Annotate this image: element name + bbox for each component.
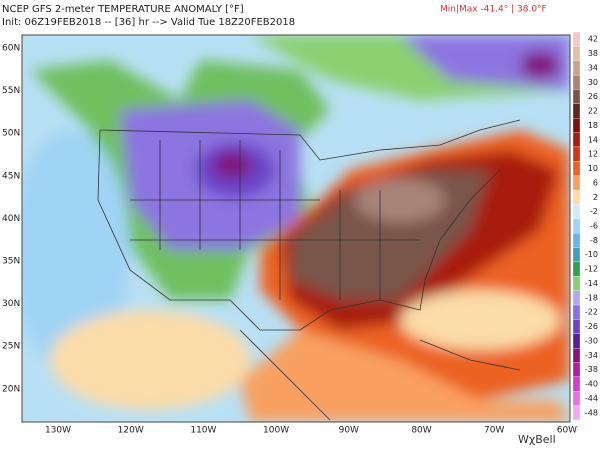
lat-label: 45N — [2, 171, 20, 181]
colorbar-label: -18 — [585, 293, 598, 302]
colorbar-swatch — [572, 218, 581, 234]
colorbar-label: 14 — [588, 135, 598, 144]
lon-label: 70W — [484, 426, 504, 436]
colorbar-swatch — [572, 118, 581, 133]
colorbar-label: 34 — [588, 63, 598, 72]
colorbar-label: -26 — [585, 322, 598, 331]
colorbar-swatch — [572, 132, 581, 148]
colorbar-swatch — [572, 276, 581, 291]
colorbar-label: -10 — [585, 250, 598, 259]
colorbar: 42 38 34 30 26 22 18 14 12 10 6 2 -2 -6 -8 -10 -12 -14 -18… — [572, 31, 598, 421]
colorbar-label: -34 — [585, 351, 598, 360]
colorbar-label: -44 — [585, 394, 598, 403]
colorbar-swatch — [572, 290, 581, 306]
lon-label: 80W — [411, 426, 431, 436]
lat-label: 55N — [2, 86, 20, 96]
lat-label: 40N — [2, 214, 20, 224]
colorbar-label: 42 — [588, 35, 598, 44]
colorbar-label: -38 — [585, 365, 598, 374]
colorbar-swatch — [572, 304, 581, 320]
lat-label: 50N — [2, 129, 20, 139]
colorbar-label: 12 — [588, 150, 598, 159]
colorbar-label: 10 — [588, 164, 598, 173]
colorbar-label: 2 — [593, 193, 598, 202]
colorbar-label: 22 — [588, 107, 598, 116]
colorbar-label: -8 — [590, 236, 598, 245]
map-frame — [21, 34, 571, 423]
colorbar-swatch — [572, 161, 581, 176]
colorbar-label: -40 — [585, 380, 598, 389]
colorbar-swatch — [572, 31, 581, 47]
colorbar-label: 30 — [588, 78, 598, 87]
lat-label: 20N — [2, 384, 20, 394]
lat-labels: 60N 55N 50N 45N 40N 35N 30N 25N 20N — [2, 44, 20, 395]
colorbar-swatch — [572, 319, 581, 334]
lon-label: 110W — [190, 426, 216, 436]
colorbar-swatch — [572, 74, 581, 90]
colorbar-swatch — [572, 362, 581, 378]
colorbar-label: -22 — [585, 308, 598, 317]
colorbar-label: -6 — [590, 222, 598, 231]
colorbar-swatch — [572, 204, 581, 219]
lon-label: 90W — [339, 426, 359, 436]
colorbar-label: -14 — [585, 279, 598, 288]
colorbar-label: -2 — [590, 207, 598, 216]
colorbar-swatch — [572, 391, 581, 406]
colorbar-swatch — [572, 189, 581, 205]
lon-label: 60W — [557, 426, 577, 436]
colorbar-label: -48 — [585, 408, 598, 417]
colorbar-swatch — [572, 261, 581, 277]
lat-label: 25N — [2, 342, 20, 352]
colorbar-swatch — [572, 233, 581, 248]
anomaly-field — [22, 35, 570, 422]
colorbar-swatch — [572, 146, 581, 162]
lon-label: 100W — [263, 426, 289, 436]
colorbar-swatch — [572, 347, 581, 363]
logo: WχBell — [518, 433, 556, 446]
colorbar-label: 38 — [588, 49, 598, 58]
lon-labels: 130W 120W 110W 100W 90W 80W 70W 60W — [45, 426, 577, 436]
colorbar-swatch — [572, 175, 581, 191]
colorbar-swatch — [572, 60, 581, 76]
min-max: Min|Max -41.4° | 38.0°F — [440, 5, 547, 15]
lat-label: 30N — [2, 299, 20, 309]
colorbar-swatch — [572, 247, 581, 263]
colorbar-swatch — [572, 89, 581, 105]
colorbar-label: 26 — [588, 92, 598, 101]
colorbar-swatch — [572, 405, 581, 421]
title: NCEP GFS 2-meter TEMPERATURE ANOMALY [°F… — [2, 4, 244, 15]
colorbar-swatch — [572, 333, 581, 349]
lat-label: 60N — [2, 44, 20, 54]
colorbar-swatch — [572, 376, 581, 392]
colorbar-label: -12 — [585, 265, 598, 274]
colorbar-label: -30 — [585, 336, 598, 345]
lon-label: 120W — [118, 426, 144, 436]
field-blobs — [22, 35, 570, 422]
borders — [97, 119, 521, 421]
colorbar-swatch — [572, 46, 581, 61]
colorbar-label: 18 — [588, 121, 598, 130]
colorbar-label: 6 — [593, 178, 598, 187]
lon-label: 130W — [45, 426, 71, 436]
lat-label: 35N — [2, 257, 20, 267]
colorbar-swatch — [572, 103, 581, 119]
subtitle: Init: 06Z19FEB2018 -- [36] hr --> Valid … — [2, 17, 295, 28]
